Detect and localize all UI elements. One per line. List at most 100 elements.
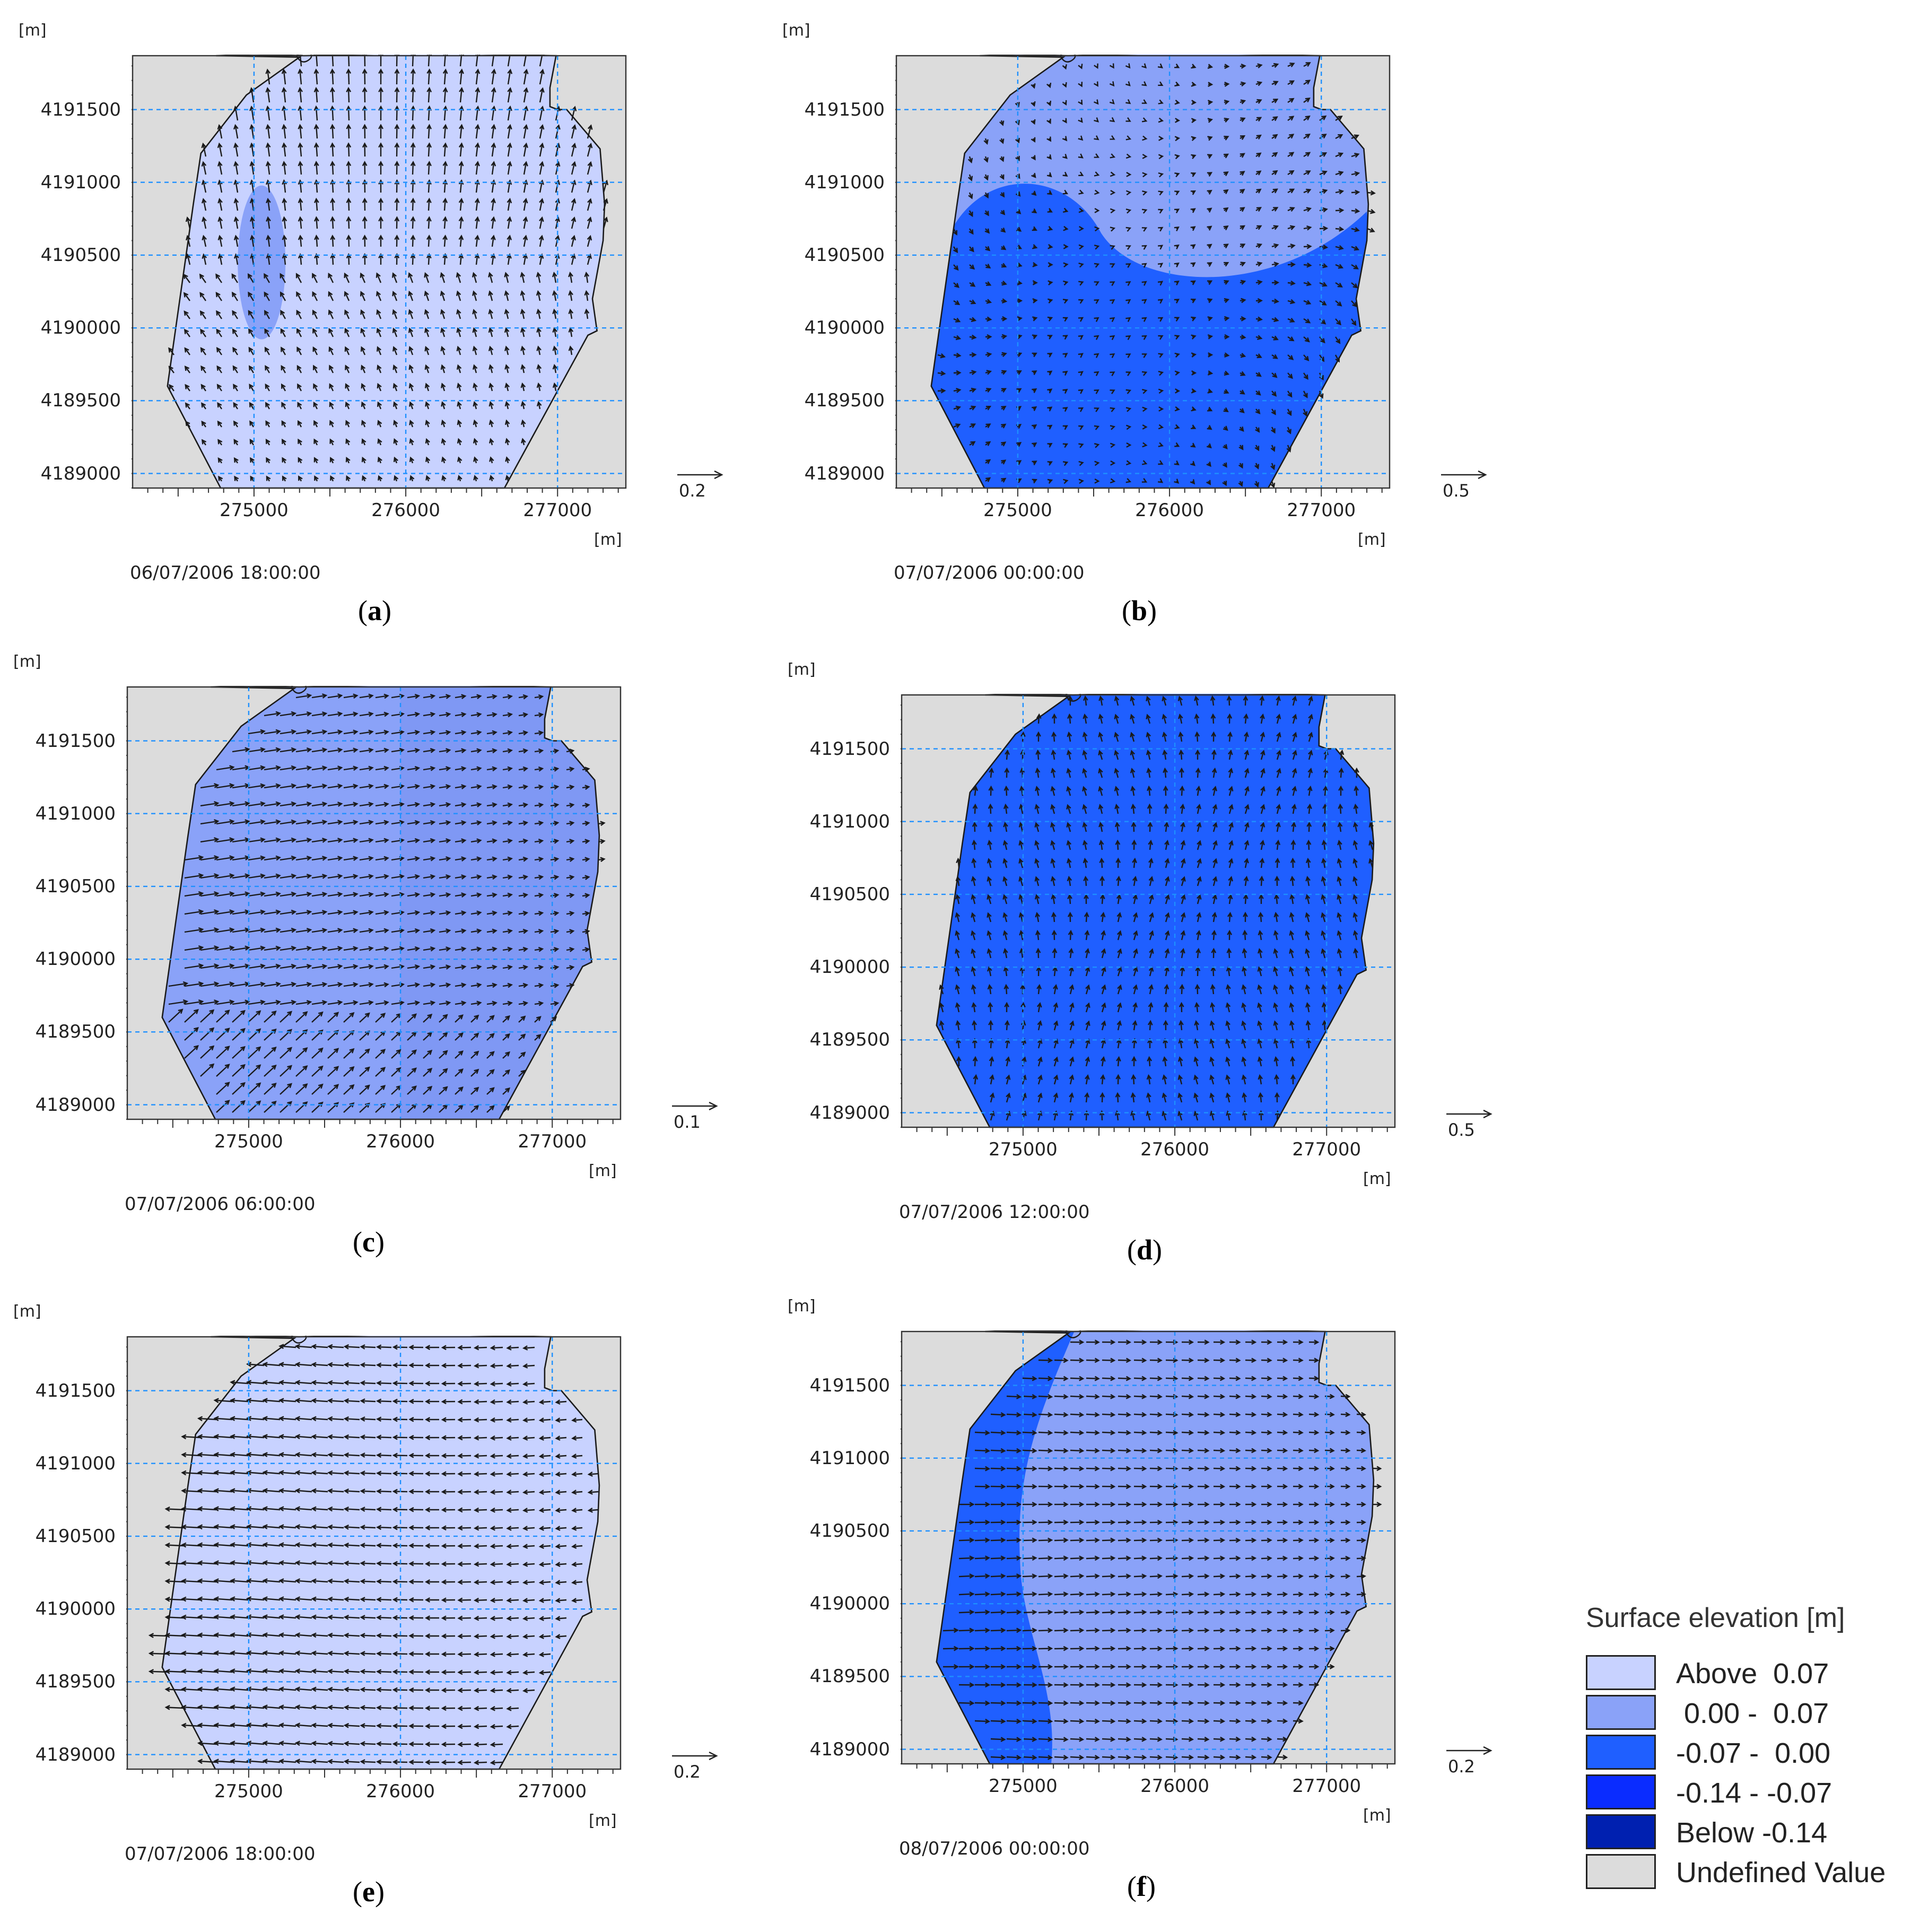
velocity-arrow — [359, 731, 373, 735]
velocity-arrow — [1022, 1449, 1036, 1452]
velocity-arrow — [1293, 1575, 1303, 1578]
velocity-arrow — [1149, 1630, 1162, 1632]
legend: Surface elevation [m] Above 0.07 0.00 - … — [1586, 1602, 1920, 1920]
velocity-arrow — [280, 821, 295, 825]
velocity-arrow — [231, 1616, 249, 1619]
velocity-arrow — [299, 199, 302, 211]
velocity-arrow — [296, 1616, 312, 1619]
velocity-arrow — [455, 695, 466, 699]
velocity-arrow — [1099, 805, 1103, 814]
velocity-arrow — [423, 984, 434, 987]
velocity-arrow — [327, 875, 342, 879]
velocity-arrow — [247, 1562, 265, 1565]
velocity-arrow — [486, 966, 496, 969]
velocity-arrow — [1133, 1575, 1146, 1578]
velocity-arrow — [1054, 1611, 1068, 1614]
velocity-arrow — [470, 695, 481, 699]
velocity-arrow — [1054, 1467, 1068, 1469]
velocity-arrow — [219, 236, 223, 247]
velocity-arrow — [507, 1346, 519, 1349]
velocity-arrow — [470, 768, 481, 771]
velocity-arrow — [1245, 1630, 1255, 1632]
velocity-arrow — [394, 1437, 408, 1439]
velocity-arrow — [1006, 751, 1008, 760]
velocity-arrow — [328, 1346, 344, 1348]
velocity-arrow — [518, 966, 527, 969]
y-unit-label: [m] — [13, 652, 41, 671]
velocity-arrow — [264, 965, 280, 969]
velocity-arrow — [540, 1545, 551, 1547]
velocity-arrow — [311, 1001, 327, 1005]
velocity-arrow — [1054, 1630, 1068, 1632]
velocity-arrow — [359, 1049, 370, 1059]
velocity-arrow — [264, 1001, 280, 1005]
velocity-arrow — [1118, 1557, 1130, 1560]
velocity-arrow — [1293, 1395, 1303, 1397]
velocity-arrow — [455, 1068, 463, 1077]
velocity-arrow — [182, 1435, 201, 1439]
velocity-arrow — [296, 1634, 312, 1637]
velocity-arrow — [361, 1562, 376, 1565]
legend-swatch — [1586, 1774, 1656, 1809]
velocity-arrow — [572, 1455, 583, 1457]
velocity-arrow — [1213, 1431, 1224, 1434]
velocity-arrow — [345, 1490, 360, 1493]
velocity-arrow — [280, 712, 295, 717]
velocity-arrow — [1006, 1575, 1020, 1578]
velocity-arrow — [1242, 985, 1246, 995]
velocity-arrow — [232, 767, 249, 771]
velocity-arrow — [1308, 1413, 1318, 1415]
velocity-arrow — [1006, 1395, 1020, 1398]
velocity-arrow — [1149, 1593, 1162, 1596]
velocity-arrow — [267, 254, 270, 265]
velocity-arrow — [1022, 1395, 1036, 1398]
velocity-arrow — [1067, 787, 1071, 796]
velocity-arrow — [248, 347, 255, 355]
velocity-arrow — [956, 931, 960, 941]
velocity-arrow — [1195, 715, 1199, 724]
velocity-arrow — [1098, 769, 1103, 778]
velocity-arrow — [345, 1707, 360, 1709]
velocity-arrow — [1356, 1431, 1365, 1433]
velocity-arrow — [184, 856, 203, 861]
velocity-arrow — [216, 766, 234, 771]
velocity-arrow — [214, 1670, 233, 1673]
velocity-arrow — [502, 786, 512, 789]
velocity-arrow — [231, 1688, 249, 1691]
velocity-arrow — [328, 1634, 344, 1637]
velocity-arrow — [1275, 913, 1278, 923]
velocity-arrow — [232, 821, 249, 825]
velocity-arrow — [1338, 949, 1342, 959]
velocity-arrow — [1243, 949, 1246, 959]
velocity-arrow — [1181, 1449, 1193, 1451]
velocity-arrow — [184, 274, 190, 283]
plot-frame — [126, 686, 622, 1120]
velocity-arrow — [184, 892, 203, 897]
velocity-arrow — [1245, 1539, 1255, 1542]
velocity-arrow — [1149, 895, 1153, 904]
velocity-arrow — [1195, 1039, 1199, 1049]
velocity-arrow — [1292, 751, 1297, 760]
velocity-arrow — [475, 236, 478, 247]
velocity-arrow — [1323, 841, 1326, 850]
velocity-arrow — [203, 217, 207, 229]
velocity-arrow — [1165, 1377, 1177, 1379]
velocity-arrow — [1020, 787, 1024, 796]
velocity-arrow — [1163, 697, 1167, 706]
velocity-arrow — [312, 1345, 328, 1348]
velocity-arrow — [198, 1526, 217, 1529]
velocity-arrow — [990, 1431, 1005, 1434]
velocity-arrow — [1006, 1557, 1020, 1560]
y-tick-label: 4190500 — [804, 244, 885, 266]
velocity-arrow — [312, 1724, 328, 1727]
velocity-arrow — [1086, 1630, 1099, 1632]
velocity-arrow — [553, 346, 557, 355]
velocity-arrow — [486, 1002, 496, 1005]
velocity-arrow — [1165, 1359, 1177, 1361]
velocity-arrow — [280, 1381, 296, 1385]
velocity-arrow — [556, 1400, 567, 1403]
velocity-arrow — [182, 1688, 201, 1691]
y-tick-label: 4190500 — [35, 875, 116, 897]
velocity-arrow — [1308, 1395, 1318, 1397]
velocity-arrow — [219, 125, 223, 139]
